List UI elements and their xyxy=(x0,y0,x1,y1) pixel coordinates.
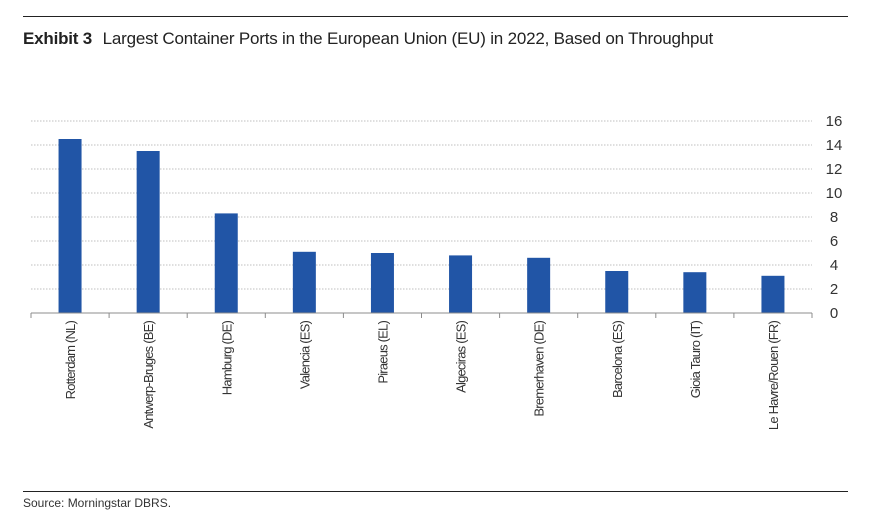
category-label: Antwerp-Bruges (BE) xyxy=(141,321,156,429)
bar xyxy=(605,271,629,313)
title-text: Largest Container Ports in the European … xyxy=(102,29,714,48)
bar xyxy=(58,139,82,313)
y-tick-label: 14 xyxy=(826,137,843,154)
bar xyxy=(449,255,473,313)
gridlines xyxy=(31,120,812,290)
y-tick-label: 0 xyxy=(830,305,838,322)
y-tick-label: 16 xyxy=(826,113,843,130)
source-note: Source: Morningstar DBRS. xyxy=(23,496,172,510)
y-tick-label: 12 xyxy=(826,161,843,178)
category-label: Gioia Tauro (IT) xyxy=(688,321,703,399)
bar xyxy=(683,272,707,313)
y-axis-ticks: 0 2 4 6 8 10 12 14 16 xyxy=(826,113,843,322)
category-label: Barcelona (ES) xyxy=(610,321,625,398)
y-tick-label: 10 xyxy=(826,185,843,202)
category-labels: Rotterdam (NL) Antwerp-Bruges (BE) Hamburg… xyxy=(63,321,781,431)
category-label: Bremerhaven (DE) xyxy=(532,321,547,417)
bar xyxy=(292,251,316,313)
chart-title: Exhibit 3 Largest Container Ports in the… xyxy=(23,29,713,49)
category-label: Piraeus (EL) xyxy=(375,321,390,384)
bar xyxy=(527,257,551,313)
bars xyxy=(58,139,785,313)
bar xyxy=(761,275,785,313)
y-tick-label: 8 xyxy=(830,209,838,226)
bar xyxy=(136,151,160,313)
y-tick-label: 2 xyxy=(830,281,838,298)
category-label: Valencia (ES) xyxy=(297,321,312,390)
y-tick-label: 4 xyxy=(830,257,838,274)
top-rule xyxy=(23,16,848,17)
bar xyxy=(214,213,238,313)
bottom-rule xyxy=(23,491,848,492)
category-label: Hamburg (DE) xyxy=(219,321,234,396)
category-label: Algeciras (ES) xyxy=(454,321,469,393)
bar xyxy=(370,253,394,313)
exhibit-label: Exhibit 3 xyxy=(23,29,93,48)
category-label: Rotterdam (NL) xyxy=(63,321,78,400)
y-tick-label: 6 xyxy=(830,233,838,250)
category-label: Le Havre/Rouen (FR) xyxy=(766,321,781,431)
x-axis xyxy=(30,312,813,318)
